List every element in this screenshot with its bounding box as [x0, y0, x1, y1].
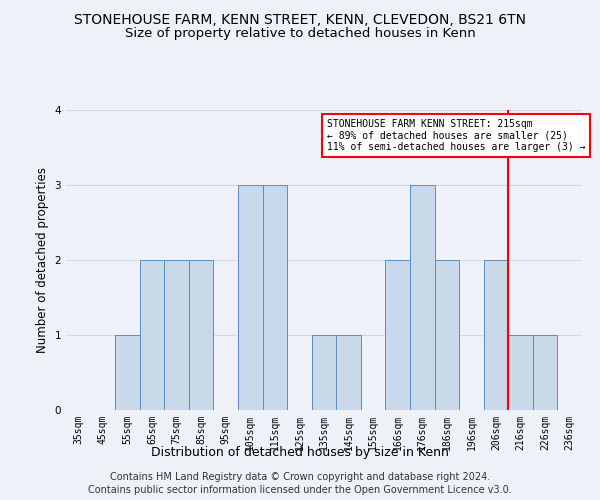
Bar — [263, 185, 287, 410]
Bar — [336, 335, 361, 410]
Bar — [484, 260, 508, 410]
Bar — [508, 335, 533, 410]
Text: Contains HM Land Registry data © Crown copyright and database right 2024.: Contains HM Land Registry data © Crown c… — [110, 472, 490, 482]
Bar — [115, 335, 140, 410]
Bar — [238, 185, 263, 410]
Bar — [164, 260, 189, 410]
Text: Size of property relative to detached houses in Kenn: Size of property relative to detached ho… — [125, 28, 475, 40]
Y-axis label: Number of detached properties: Number of detached properties — [36, 167, 49, 353]
Bar — [312, 335, 336, 410]
Text: Distribution of detached houses by size in Kenn: Distribution of detached houses by size … — [151, 446, 449, 459]
Bar — [385, 260, 410, 410]
Text: STONEHOUSE FARM KENN STREET: 215sqm
← 89% of detached houses are smaller (25)
11: STONEHOUSE FARM KENN STREET: 215sqm ← 89… — [326, 119, 585, 152]
Bar — [410, 185, 434, 410]
Text: Contains public sector information licensed under the Open Government Licence v3: Contains public sector information licen… — [88, 485, 512, 495]
Bar — [189, 260, 214, 410]
Bar — [434, 260, 459, 410]
Text: STONEHOUSE FARM, KENN STREET, KENN, CLEVEDON, BS21 6TN: STONEHOUSE FARM, KENN STREET, KENN, CLEV… — [74, 12, 526, 26]
Bar — [533, 335, 557, 410]
Bar — [140, 260, 164, 410]
